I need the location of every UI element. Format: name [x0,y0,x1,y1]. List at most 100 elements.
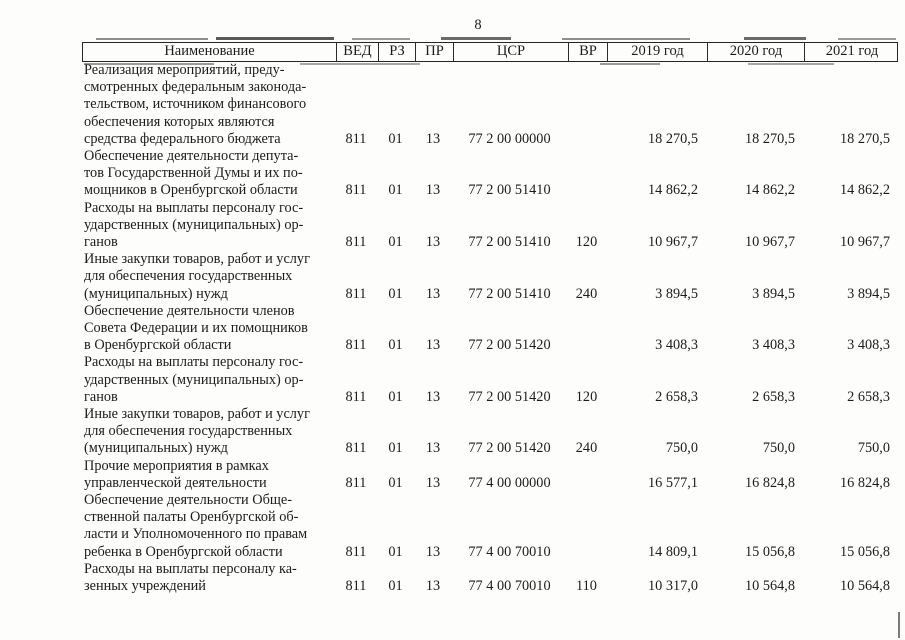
row-csr-code: 77 2 00 51420 [468,337,551,354]
scan-artifact [838,38,896,40]
row-vr-code: 240 [575,440,598,457]
scan-artifact [84,63,214,65]
row-ved-code: 811 [345,388,367,405]
row-csr-code: 77 4 00 70010 [468,578,551,595]
row-rz-code: 01 [388,130,403,147]
scan-artifact [748,63,834,65]
row-amount-2020: 2 658,3 [752,388,795,405]
row-pr-code: 13 [425,388,441,405]
scan-artifact [898,612,900,638]
table-row: Иные закупки товаров, работ и услуг для … [82,406,898,458]
scan-artifact [441,37,511,40]
row-amount-2020: 16 824,8 [744,474,795,491]
row-name: Иные закупки товаров, работ и услуг для … [84,251,310,302]
row-amount-2021: 16 824,8 [839,474,890,491]
column-header-vr: ВР [568,43,607,61]
row-rz-code: 01 [388,474,403,491]
table-row: Расходы на выплаты персоналу ка- зенных … [82,561,898,595]
column-header-csr: ЦСР [453,43,568,61]
row-amount-2021: 14 862,2 [839,182,890,199]
row-amount-2019: 750,0 [665,440,698,457]
row-name: Расходы на выплаты персоналу ка- зенных … [84,560,297,595]
row-pr-code: 13 [425,543,441,560]
row-ved-code: 811 [345,474,367,491]
row-csr-code: 77 2 00 51410 [468,285,551,302]
row-ved-code: 811 [345,130,367,147]
row-amount-2020: 15 056,8 [744,543,795,560]
row-amount-2020: 3 408,3 [752,337,795,354]
row-amount-2021: 750,0 [857,440,890,457]
scan-artifact [216,37,334,40]
row-amount-2021: 10 967,7 [839,234,890,251]
row-amount-2019: 14 809,1 [647,543,698,560]
row-name: Обеспечение деятельности Обще- ственной … [84,492,308,560]
table-header-row: Наименование ВЕД РЗ ПР ЦСР ВР 2019 год 2… [82,42,898,62]
row-rz-code: 01 [388,337,403,354]
row-ved-code: 811 [345,285,367,302]
row-csr-code: 77 4 00 00000 [468,474,551,491]
row-amount-2019: 16 577,1 [647,474,698,491]
row-ved-code: 811 [345,182,367,199]
budget-table: Наименование ВЕД РЗ ПР ЦСР ВР 2019 год 2… [82,42,898,595]
row-amount-2019: 10 317,0 [647,578,698,595]
row-amount-2021: 3 408,3 [847,337,890,354]
column-header-ved: ВЕД [336,43,378,61]
row-amount-2020: 10 967,7 [744,234,795,251]
row-name: Обеспечение деятельности членов Совета Ф… [84,302,308,354]
row-amount-2021: 2 658,3 [847,388,890,405]
row-amount-2021: 18 270,5 [839,130,890,147]
row-amount-2019: 14 862,2 [647,182,698,199]
scan-artifact [300,63,420,65]
row-vr-code: 110 [576,578,597,595]
row-rz-code: 01 [388,543,403,560]
row-pr-code: 13 [425,578,441,595]
row-pr-code: 13 [425,182,441,199]
row-amount-2021: 3 894,5 [847,285,890,302]
row-pr-code: 13 [425,337,441,354]
column-header-name: Наименование [164,43,255,59]
table-body: Реализация мероприятий, преду- смотренны… [82,62,898,595]
row-amount-2021: 10 564,8 [839,578,890,595]
scan-artifact [562,38,690,40]
row-amount-2019: 2 658,3 [655,388,698,405]
row-amount-2019: 10 967,7 [647,234,698,251]
row-pr-code: 13 [425,440,441,457]
table-row: Иные закупки товаров, работ и услуг для … [82,251,898,303]
row-rz-code: 01 [388,578,403,595]
row-pr-code: 13 [425,234,441,251]
row-csr-code: 77 2 00 51410 [468,234,551,251]
row-pr-code: 13 [425,130,441,147]
row-ved-code: 811 [345,543,367,560]
table-row: Реализация мероприятий, преду- смотренны… [82,62,898,148]
row-csr-code: 77 2 00 51420 [468,388,551,405]
row-amount-2020: 10 564,8 [744,578,795,595]
row-amount-2019: 3 894,5 [655,285,698,302]
column-header-pr: ПР [415,43,453,61]
row-name: Иные закупки товаров, работ и услуг для … [84,406,310,457]
page-number: 8 [474,17,482,33]
row-amount-2019: 18 270,5 [647,130,698,147]
row-csr-code: 77 2 00 00000 [468,130,551,147]
row-ved-code: 811 [345,578,367,595]
table-row: Обеспечение деятельности Обще- ственной … [82,492,898,561]
row-csr-code: 77 2 00 51410 [468,182,551,199]
table-row: Расходы на выплаты персоналу гос- ударст… [82,200,898,252]
row-name: Реализация мероприятий, преду- смотренны… [84,62,307,147]
row-vr-code: 240 [575,285,598,302]
table-row: Обеспечение деятельности депута- тов Гос… [82,148,898,200]
row-ved-code: 811 [345,337,367,354]
row-ved-code: 811 [345,234,367,251]
row-ved-code: 811 [345,440,367,457]
row-name: Расходы на выплаты персоналу гос- ударст… [84,199,304,251]
column-header-rz: РЗ [378,43,415,61]
row-rz-code: 01 [388,182,403,199]
row-amount-2020: 14 862,2 [744,182,795,199]
row-pr-code: 13 [425,285,441,302]
row-rz-code: 01 [388,234,403,251]
column-header-2021: 2021 год [804,43,899,61]
row-amount-2021: 15 056,8 [839,543,890,560]
row-name: Обеспечение деятельности депута- тов Гос… [84,148,303,199]
row-rz-code: 01 [388,285,403,302]
scan-artifact [744,37,806,40]
